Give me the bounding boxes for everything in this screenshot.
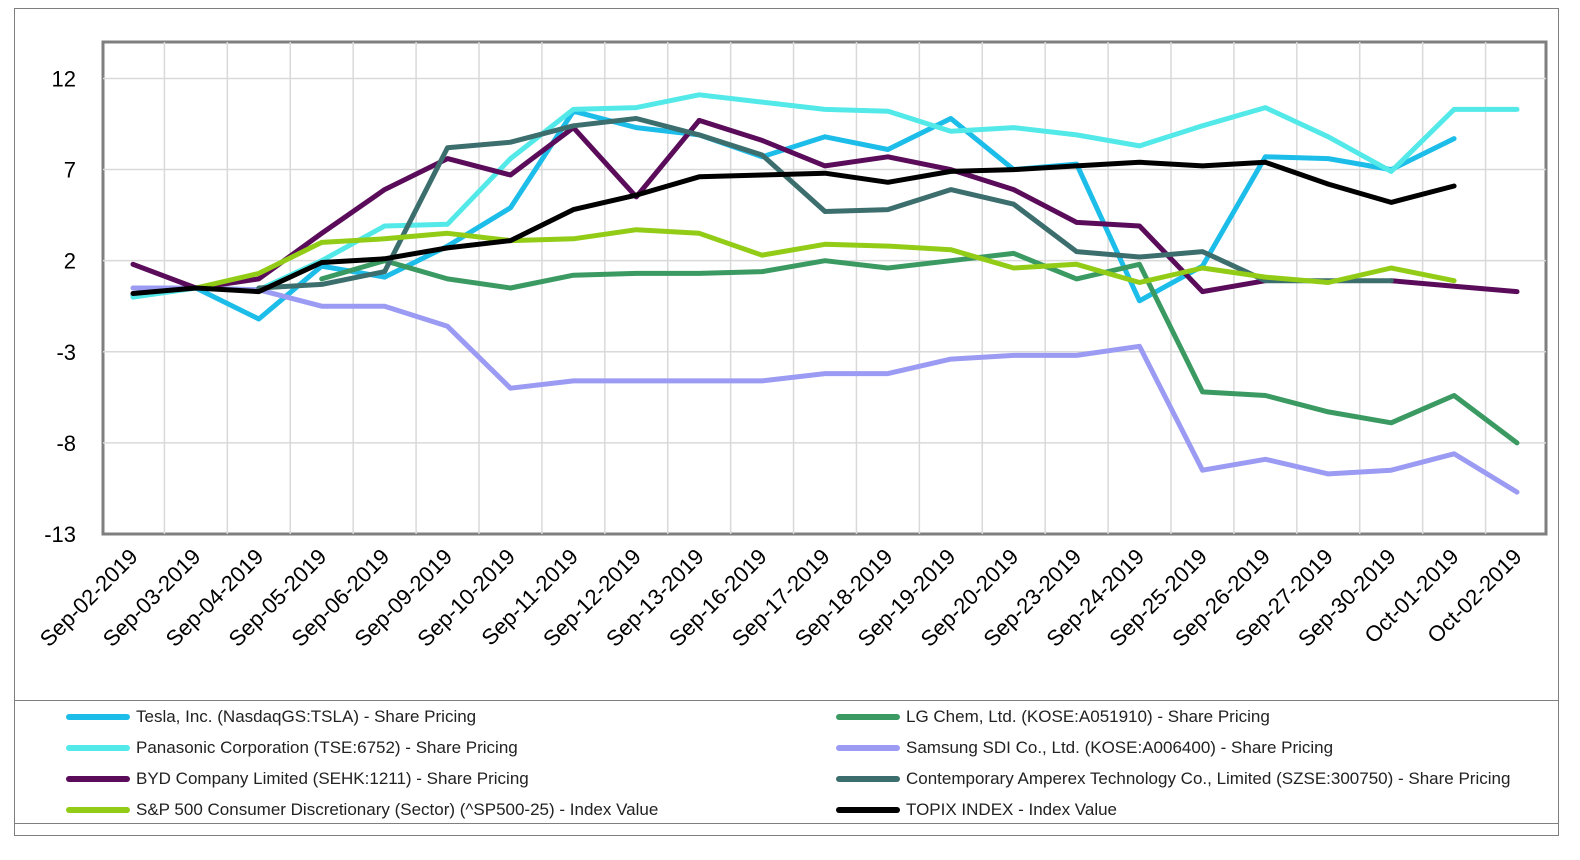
legend-swatch (66, 714, 130, 720)
y-tick-label: -13 (44, 522, 76, 547)
y-tick-label: -8 (56, 431, 76, 456)
legend-label: LG Chem, Ltd. (KOSE:A051910) - Share Pri… (906, 707, 1270, 726)
legend-item: Samsung SDI Co., Ltd. (KOSE:A006400) - S… (836, 733, 1333, 763)
legend-swatch (836, 745, 900, 751)
series-line-4 (130, 285, 1520, 495)
legend-label: Samsung SDI Co., Ltd. (KOSE:A006400) - S… (906, 738, 1334, 757)
series-lines (130, 92, 1520, 495)
legend-item: LG Chem, Ltd. (KOSE:A051910) - Share Pri… (836, 702, 1270, 732)
legend: Tesla, Inc. (NasdaqGS:TSLA) - Share Pric… (14, 700, 1559, 824)
series-line-5 (130, 117, 1520, 295)
legend-label: Contemporary Amperex Technology Co., Lim… (906, 769, 1511, 788)
legend-label: BYD Company Limited (SEHK:1211) - Share … (136, 769, 529, 788)
legend-swatch (66, 745, 130, 751)
series-line-6 (256, 116, 1394, 291)
legend-label: Panasonic Corporation (TSE:6752) - Share… (136, 738, 518, 757)
series-line-2 (319, 250, 1520, 446)
legend-swatch (66, 776, 130, 782)
legend-label: TOPIX INDEX - Index Value (906, 800, 1118, 819)
legend-item: BYD Company Limited (SEHK:1211) - Share … (66, 764, 529, 794)
legend-item: Contemporary Amperex Technology Co., Lim… (836, 764, 1510, 794)
x-axis-ticks: Sep-02-2019Sep-03-2019Sep-04-2019Sep-05-… (35, 544, 1527, 652)
y-tick-label: 2 (64, 249, 76, 274)
y-tick-label: 12 (52, 66, 76, 91)
y-axis-ticks: 12 7 2 -3 -8 -13 (44, 66, 76, 547)
y-tick-label: -3 (56, 340, 76, 365)
legend-swatch (836, 714, 900, 720)
plot-area (101, 40, 1548, 536)
legend-item: S&P 500 Consumer Discretionary (Sector) … (66, 795, 658, 825)
legend-item: Panasonic Corporation (TSE:6752) - Share… (66, 733, 518, 763)
series-line-8 (130, 159, 1457, 296)
legend-label: Tesla, Inc. (NasdaqGS:TSLA) - Share Pric… (136, 707, 477, 726)
legend-item: TOPIX INDEX - Index Value (836, 795, 1117, 825)
legend-swatch (836, 807, 900, 813)
series-line-7 (193, 227, 1457, 291)
legend-label: S&P 500 Consumer Discretionary (Sector) … (136, 800, 659, 819)
legend-item: Tesla, Inc. (NasdaqGS:TSLA) - Share Pric… (66, 702, 476, 732)
y-tick-label: 7 (64, 158, 76, 183)
legend-swatch (836, 776, 900, 782)
legend-swatch (66, 807, 130, 813)
